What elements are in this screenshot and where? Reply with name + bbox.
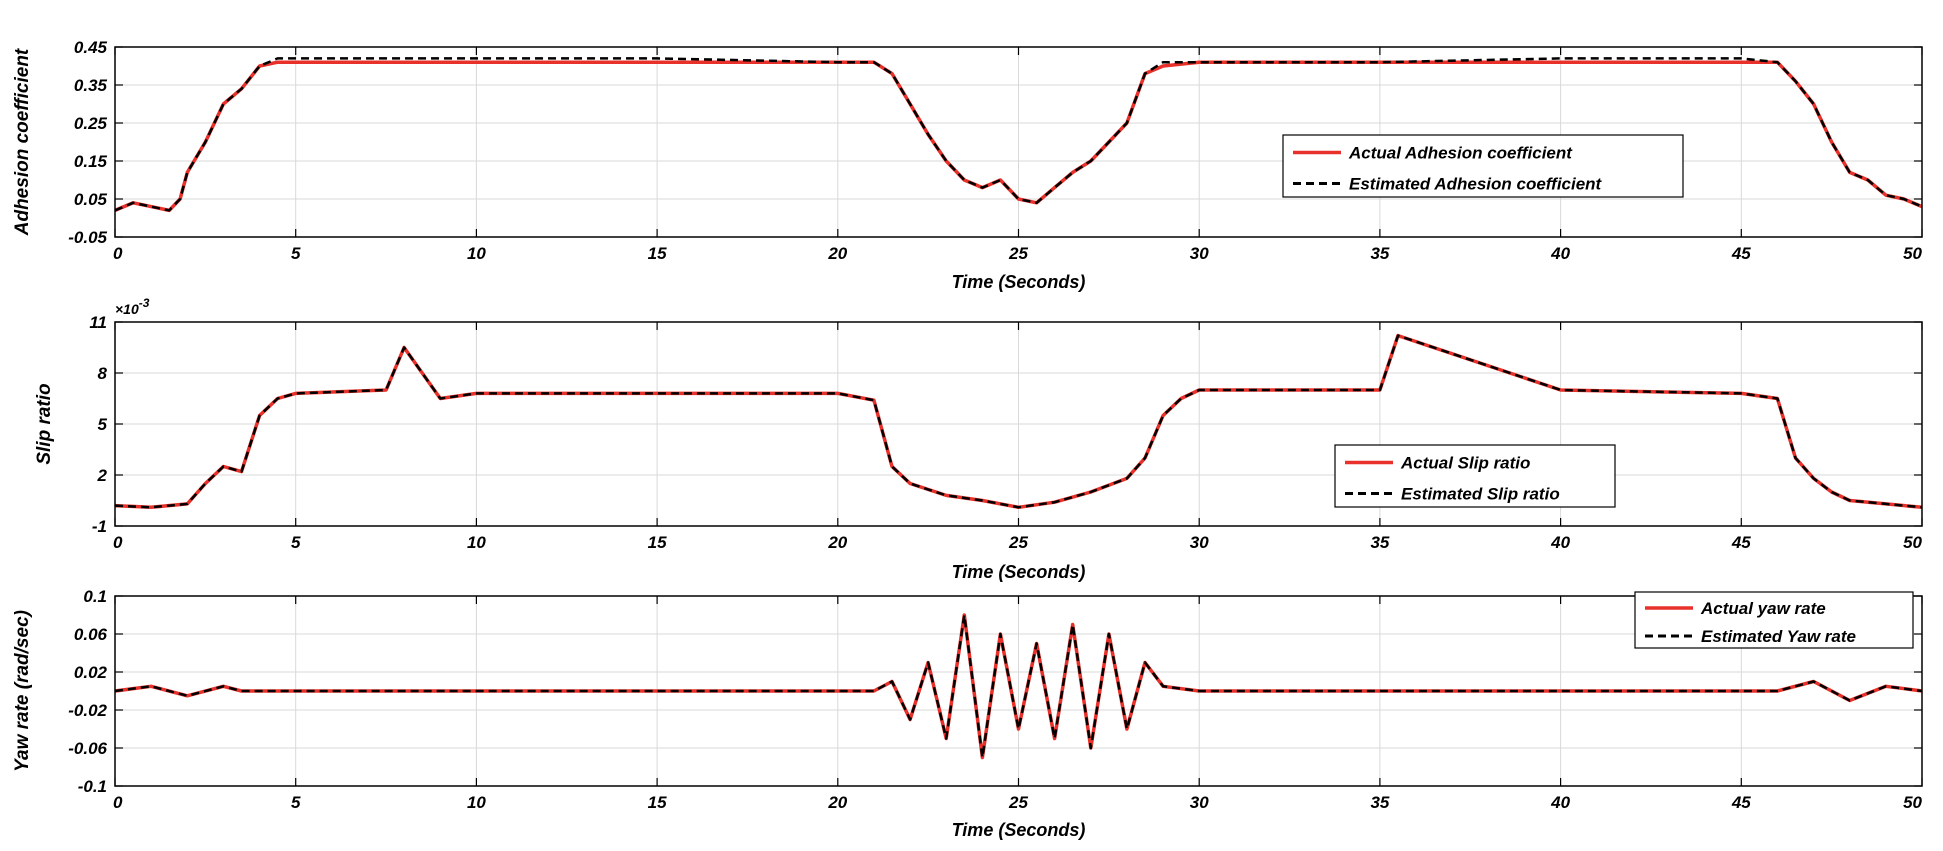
adhesion-ytick-label: 0.25 [74, 114, 108, 133]
slip-xtick-label: 15 [648, 533, 667, 552]
slip-xtick-label: 40 [1550, 533, 1570, 552]
yaw-legend: Actual yaw rate Estimated Yaw rate [1634, 591, 1914, 649]
adhesion-xtick-label: 15 [648, 244, 667, 263]
slip-yaxis-label: Slip ratio [34, 383, 55, 464]
adhesion-xaxis-label: Time (Seconds) [952, 272, 1086, 292]
yaw-xtick-label: 5 [291, 793, 301, 812]
adhesion-xtick-label: 5 [291, 244, 301, 263]
yaw-legend-label-actual: Actual yaw rate [1700, 599, 1826, 618]
adhesion-yaxis-label: Adhesion coefficient [12, 48, 33, 236]
yaw-xtick-label: 10 [467, 793, 486, 812]
yaw-legend-label-estimated: Estimated Yaw rate [1701, 627, 1856, 646]
adhesion-chart: 0 5 10 15 20 25 30 35 40 45 50 -0.05 0.05 0.15 0.25 0.3… [12, 38, 1923, 292]
yaw-xtick-label: 20 [827, 793, 847, 812]
slip-ytick-label: 8 [98, 364, 108, 383]
slip-ytick-label: 11 [89, 313, 107, 332]
slip-legend: Actual Slip ratio Estimated Slip ratio [1334, 444, 1616, 508]
slip-exponent-label: ×10-3 [115, 296, 150, 317]
exponent-base: ×10 [115, 301, 139, 317]
adhesion-legend-box [1282, 134, 1684, 198]
slip-xtick-label: 5 [291, 533, 301, 552]
adhesion-ytick-label: -0.05 [68, 228, 107, 247]
slip-xtick-label: 0 [113, 533, 123, 552]
slip-xtick-label: 35 [1370, 533, 1389, 552]
yaw-xtick-label: 35 [1370, 793, 1389, 812]
slip-legend-label-actual: Actual Slip ratio [1400, 454, 1530, 473]
adhesion-legend-label-actual: Actual Adhesion coefficient [1348, 144, 1573, 163]
adhesion-legend-label-estimated: Estimated Adhesion coefficient [1349, 175, 1603, 194]
slip-ytick-label: -1 [92, 517, 107, 536]
yaw-xtick-label: 45 [1731, 793, 1751, 812]
adhesion-xtick-label: 45 [1731, 244, 1751, 263]
yaw-yaxis-label: Yaw rate (rad/sec) [12, 610, 33, 772]
yaw-xtick-label: 50 [1903, 793, 1922, 812]
adhesion-series-estimated [114, 57, 1923, 212]
adhesion-xtick-label: 40 [1550, 244, 1570, 263]
slip-xtick-label: 30 [1190, 533, 1209, 552]
yaw-ytick-label: -0.06 [68, 739, 107, 758]
slip-legend-label-estimated: Estimated Slip ratio [1401, 485, 1560, 504]
adhesion-ytick-label: 0.15 [74, 152, 108, 171]
slip-xtick-label: 20 [827, 533, 847, 552]
adhesion-xtick-label: 20 [827, 244, 847, 263]
yaw-chart: 0 5 10 15 20 25 30 35 40 45 50 -0.1 -0.06 -0.02 0.02 0.… [12, 587, 1923, 840]
adhesion-xtick-label: 10 [467, 244, 486, 263]
yaw-xaxis-label: Time (Seconds) [952, 820, 1086, 840]
slip-xaxis-label: Time (Seconds) [952, 562, 1086, 582]
slip-xtick-label: 50 [1903, 533, 1922, 552]
adhesion-ytick-label: 0.05 [74, 190, 108, 209]
yaw-xtick-label: 15 [648, 793, 667, 812]
adhesion-xtick-label: 25 [1008, 244, 1028, 263]
slip-xtick-label: 45 [1731, 533, 1751, 552]
adhesion-ytick-label: 0.35 [74, 76, 108, 95]
yaw-ytick-label: 0.02 [74, 663, 108, 682]
adhesion-xtick-label: 0 [113, 244, 123, 263]
yaw-ytick-label: -0.02 [68, 701, 107, 720]
adhesion-ytick-label: 0.45 [74, 38, 108, 57]
yaw-xtick-label: 25 [1008, 793, 1028, 812]
yaw-xtick-label: 30 [1190, 793, 1209, 812]
yaw-ytick-label: 0.06 [74, 625, 108, 644]
exponent-power: -3 [139, 296, 150, 310]
slip-xtick-label: 10 [467, 533, 486, 552]
yaw-series-estimated [114, 613, 1923, 759]
adhesion-xtick-label: 35 [1370, 244, 1389, 263]
yaw-ytick-label: -0.1 [78, 777, 107, 796]
yaw-xtick-label: 40 [1550, 793, 1570, 812]
adhesion-xtick-label: 30 [1190, 244, 1209, 263]
yaw-xtick-label: 0 [113, 793, 123, 812]
slip-ytick-label: 5 [98, 415, 108, 434]
yaw-legend-box [1634, 591, 1914, 649]
adhesion-legend: Actual Adhesion coefficient Estimated Adh… [1282, 134, 1684, 198]
slip-legend-box [1334, 444, 1616, 508]
yaw-ytick-label: 0.1 [83, 587, 107, 606]
slip-series-estimated [114, 334, 1923, 509]
slip-ytick-label: 2 [97, 466, 108, 485]
adhesion-xtick-label: 50 [1903, 244, 1922, 263]
slip-xtick-label: 25 [1008, 533, 1028, 552]
